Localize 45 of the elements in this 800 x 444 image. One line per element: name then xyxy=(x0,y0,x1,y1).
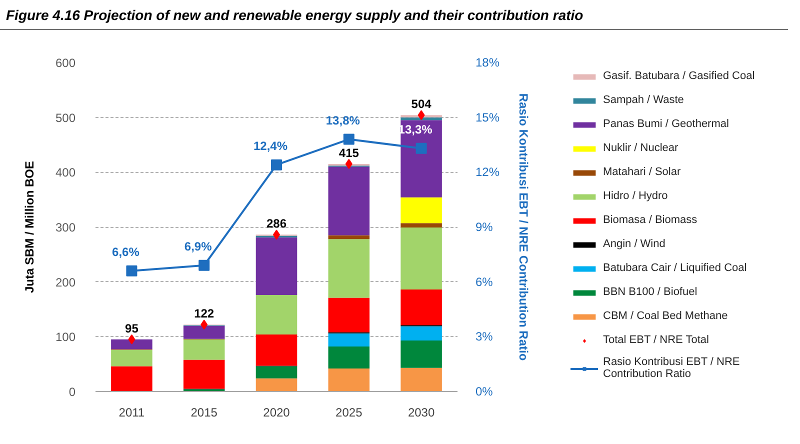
y-tick-label: 300 xyxy=(55,220,76,234)
y-tick-label: 0 xyxy=(68,385,76,399)
y2-tick-label: 12% xyxy=(476,165,500,180)
y-tick-label: 500 xyxy=(55,110,76,125)
data-label: 13,8% xyxy=(326,113,360,128)
legend-label: Rasio Kontribusi EBT / NRE Contribution Ratio xyxy=(603,356,740,380)
y2-axis-title: Rasio Kontribusi EBT / NRE Contribution Ratio xyxy=(516,93,531,361)
x-tick-label: 2015 xyxy=(190,406,218,420)
x-tick-label: 2025 xyxy=(336,406,363,420)
legend-label: Hidro / Hydro xyxy=(603,189,668,204)
legend-label: Gasif. Batubara / Gasified Coal xyxy=(603,69,755,84)
data-label: 504 xyxy=(411,97,432,112)
data-label: 6,9% xyxy=(184,239,212,254)
x-tick-label: 2030 xyxy=(408,406,435,420)
data-label: 12,4% xyxy=(253,138,288,153)
legend-label: Total EBT / NRE Total xyxy=(603,333,709,348)
y2-tick-label: 0% xyxy=(476,384,494,398)
data-label: 13,3% xyxy=(398,122,433,136)
y-tick-label: 600 xyxy=(55,56,76,70)
legend-label: CBM / Coal Bed Methane xyxy=(603,309,728,324)
data-label: 95 xyxy=(125,321,139,336)
data-label: 415 xyxy=(338,146,360,160)
y-tick-label: 200 xyxy=(55,275,76,290)
legend-label: Angin / Wind xyxy=(603,237,666,252)
legend-label: Nuklir / Nuclear xyxy=(603,141,678,156)
data-label: 6,6% xyxy=(112,244,140,259)
legend-label: Batubara Cair / Liquified Coal xyxy=(603,261,747,276)
y2-tick-label: 18% xyxy=(476,56,500,70)
y2-tick-label: 3% xyxy=(476,330,494,344)
y2-tick-label: 15% xyxy=(476,110,500,124)
y2-tick-label: 6% xyxy=(476,274,494,289)
y-tick-label: 100 xyxy=(55,330,76,344)
legend-label: BBN B100 / Biofuel xyxy=(603,285,698,300)
legend-label: Panas Bumi / Geothermal xyxy=(603,117,729,132)
data-label: 122 xyxy=(194,306,214,321)
x-tick-label: 2020 xyxy=(263,406,290,420)
legend-label: Biomasa / Biomass xyxy=(603,213,698,228)
y-tick-label: 400 xyxy=(55,166,76,180)
legend-label: Matahari / Solar xyxy=(603,165,681,180)
x-tick-label: 2011 xyxy=(118,406,145,420)
y-axis-title: Juta SBM / Million BOE xyxy=(22,160,36,294)
data-label: 286 xyxy=(266,216,287,231)
y2-tick-label: 9% xyxy=(476,220,494,234)
chart-title: Figure 4.16 Projection of new and renewable energy supply and their contribution ratio xyxy=(6,6,584,25)
legend-label: Sampah / Waste xyxy=(603,93,684,108)
